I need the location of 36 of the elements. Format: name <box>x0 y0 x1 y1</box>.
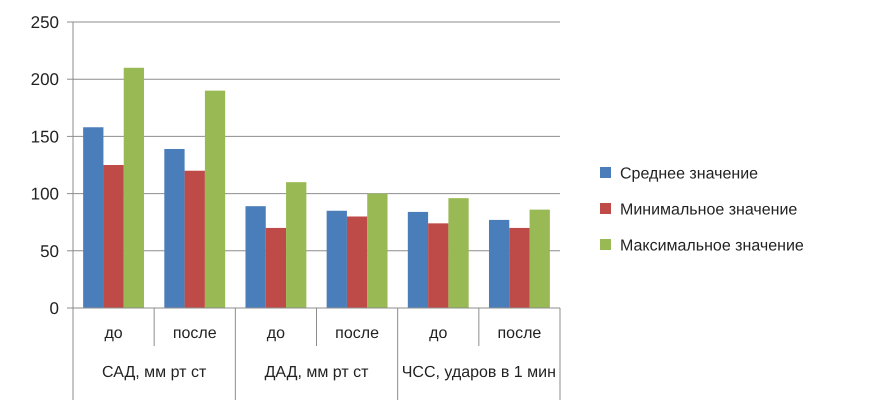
x-tick-label: после <box>498 325 542 342</box>
bar <box>509 228 530 308</box>
bar <box>286 182 306 308</box>
bar <box>184 170 205 308</box>
y-tick-label: 50 <box>40 242 59 261</box>
text: ДАД, мм рт ст <box>264 364 370 381</box>
bar <box>367 194 388 308</box>
x-tick-label: до <box>104 325 123 342</box>
bar <box>83 127 104 308</box>
bar <box>164 148 185 308</box>
bar <box>428 223 448 308</box>
text: САД, мм рт ст <box>102 364 207 381</box>
bar <box>124 68 144 308</box>
bar <box>103 165 124 308</box>
y-tick-label: 150 <box>30 127 59 146</box>
bar <box>326 210 347 308</box>
legend-label: Среднее значение <box>620 166 758 183</box>
bar <box>266 228 286 308</box>
bar <box>488 220 510 308</box>
legend-label: Максимальное значение <box>620 238 804 255</box>
bar <box>408 212 428 308</box>
bar <box>530 210 550 308</box>
bar <box>448 198 469 308</box>
bar <box>346 216 368 308</box>
y-tick-label: 200 <box>30 70 59 90</box>
x-tick-label: после <box>172 325 217 342</box>
x-tick-label: до <box>429 325 448 342</box>
legend-label: Минимальное значение <box>620 202 798 219</box>
text: ЧСС, ударов в 1 мин <box>402 364 556 381</box>
bar <box>245 206 266 308</box>
y-tick-label: 250 <box>30 12 59 32</box>
x-tick-label: после <box>335 325 380 342</box>
bar <box>204 90 226 308</box>
y-tick-label: 0 <box>50 298 59 318</box>
x-tick-label: до <box>266 325 286 342</box>
y-tick-label: 100 <box>30 184 59 204</box>
